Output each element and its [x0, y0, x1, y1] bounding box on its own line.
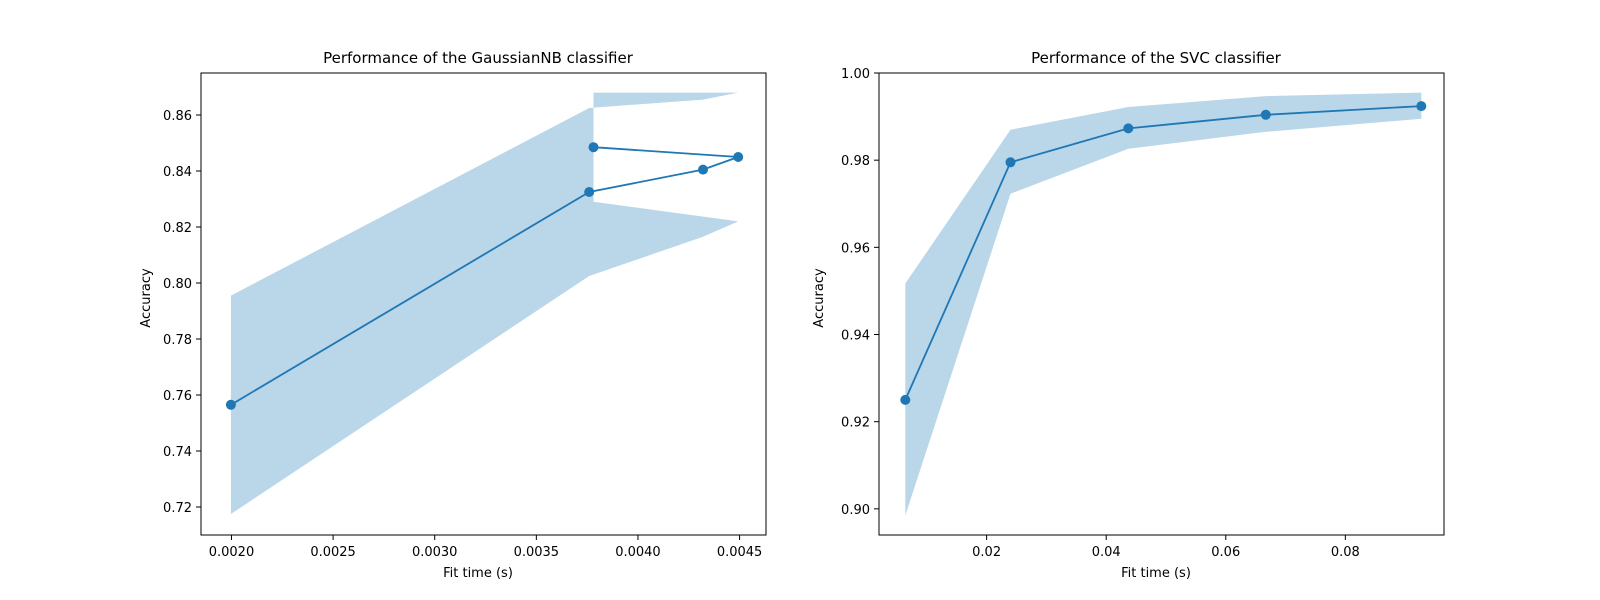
y-tick-label: 0.72 — [163, 501, 192, 516]
confidence-band — [905, 92, 1422, 516]
data-point — [733, 152, 744, 162]
x-tick-label: 0.02 — [972, 545, 1001, 560]
chart-title: Performance of the GaussianNB classifier — [323, 49, 634, 67]
confidence-band — [230, 92, 739, 514]
panel-svc: Performance of the SVC classifier Fit ti… — [812, 49, 1445, 581]
y-tick-label: 0.96 — [841, 241, 870, 256]
y-tick-label: 0.98 — [841, 154, 870, 169]
data-point — [1005, 157, 1016, 168]
data-point — [1416, 101, 1427, 112]
x-tick-label: 0.0045 — [717, 545, 763, 560]
y-tick-label: 0.74 — [163, 445, 192, 460]
y-tick-label: 0.84 — [163, 165, 192, 180]
y-tick-label: 0.80 — [163, 277, 192, 292]
y-tick-label: 0.92 — [841, 416, 870, 431]
x-tick-label: 0.0030 — [412, 545, 458, 560]
x-tick-label: 0.0025 — [310, 545, 356, 560]
data-point — [698, 164, 708, 175]
y-tick-label: 0.94 — [841, 329, 870, 344]
y-tick-label: 0.78 — [163, 333, 192, 348]
x-axis-label: Fit time (s) — [443, 566, 513, 581]
data-point — [584, 187, 595, 197]
y-tick-label: 0.86 — [163, 109, 192, 124]
x-tick-label: 0.0040 — [615, 545, 661, 560]
y-axis-label: Accuracy — [139, 268, 154, 328]
data-point — [588, 142, 599, 153]
data-point — [1123, 123, 1134, 134]
data-point — [1260, 109, 1271, 120]
y-tick-label: 1.00 — [841, 67, 870, 82]
x-tick-label: 0.08 — [1331, 545, 1360, 560]
x-tick-label: 0.0020 — [209, 545, 255, 560]
y-axis-label: Accuracy — [812, 268, 827, 328]
x-axis-label: Fit time (s) — [1121, 566, 1191, 581]
x-tick-label: 0.04 — [1092, 545, 1121, 560]
data-point — [900, 394, 911, 405]
x-tick-label: 0.0035 — [514, 545, 560, 560]
y-tick-label: 0.82 — [163, 221, 192, 236]
panel-gaussiannb: Performance of the GaussianNB classifier… — [139, 49, 767, 581]
plot-frame — [200, 72, 767, 536]
data-point — [225, 399, 236, 410]
chart-title: Performance of the SVC classifier — [1031, 49, 1282, 67]
plot-frame — [878, 72, 1445, 536]
x-tick-label: 0.06 — [1211, 545, 1240, 560]
y-tick-label: 0.90 — [841, 503, 870, 518]
y-tick-label: 0.76 — [163, 389, 192, 404]
